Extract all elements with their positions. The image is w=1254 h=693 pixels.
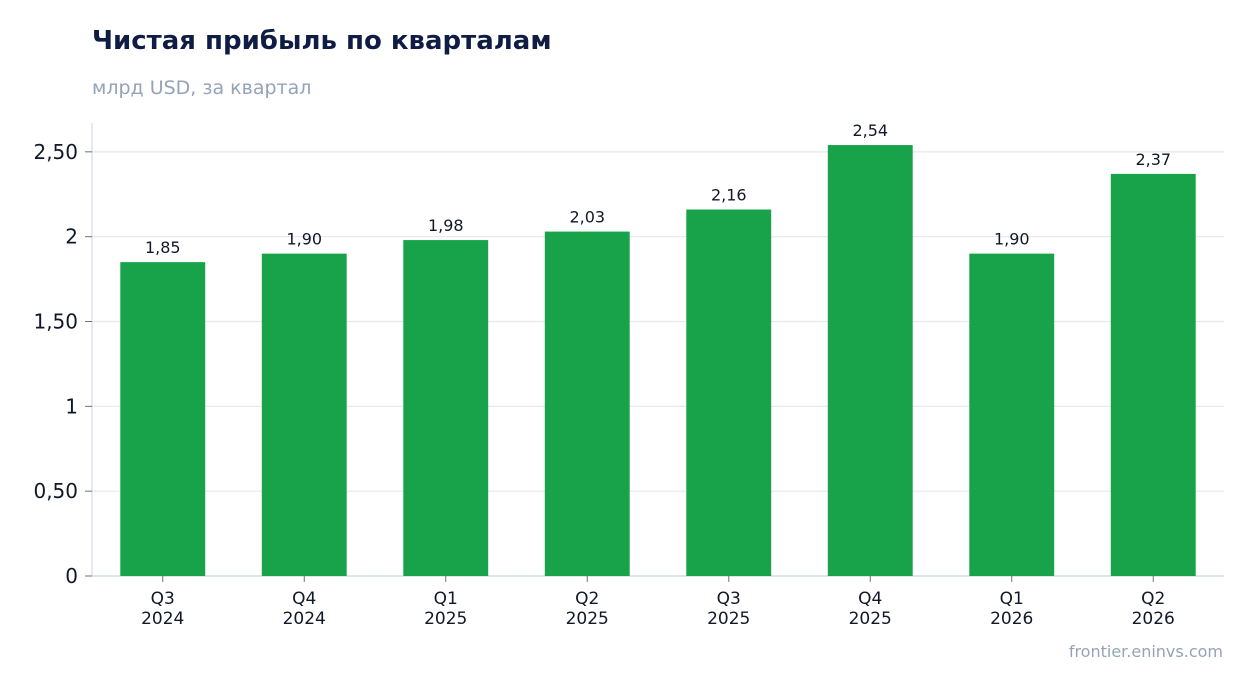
y-tick-label: 1 [65, 394, 78, 418]
bar-value-label: 2,16 [711, 186, 747, 205]
x-tick-label: 2026 [990, 609, 1033, 629]
x-tick-label: Q1 [1000, 589, 1024, 609]
x-tick-label: Q4 [292, 589, 316, 609]
bar [261, 253, 347, 576]
y-tick-label: 0,50 [33, 479, 78, 503]
x-tick-label: Q1 [434, 589, 458, 609]
data-labels: 1,85 1,90 1,98 2,03 2,16 2,54 1,90 2,37 [145, 121, 1171, 257]
chart-title: Чистая прибыль по кварталам [92, 26, 552, 56]
x-tick-label: 2025 [566, 609, 609, 629]
x-tick-label: 2025 [707, 609, 750, 629]
bar [827, 145, 913, 576]
y-tick-label: 2,50 [33, 140, 78, 164]
bars [120, 145, 1196, 577]
bar [1110, 173, 1196, 577]
x-tick-label: Q2 [1141, 589, 1165, 609]
bar-value-label: 2,54 [852, 121, 888, 140]
x-tick-label: 2024 [283, 609, 326, 629]
bar-value-label: 2,37 [1135, 150, 1171, 169]
x-tick-label: Q3 [717, 589, 741, 609]
x-tick-label: 2025 [424, 609, 467, 629]
bar-value-label: 1,90 [994, 230, 1030, 249]
y-tick-label: 1,50 [33, 310, 78, 334]
bar-value-label: 1,98 [428, 216, 464, 235]
x-tick-label: Q4 [858, 589, 882, 609]
x-tick-label: Q2 [575, 589, 599, 609]
bar-value-label: 2,03 [569, 208, 605, 227]
y-axis-ticks: 0 0,50 1 1,50 2 2,50 [33, 140, 92, 588]
bar-value-label: 1,85 [145, 238, 181, 257]
bar [544, 231, 630, 576]
bar [403, 240, 489, 576]
source-credit: frontier.eninvs.com [1068, 642, 1223, 661]
x-tick-label: Q3 [151, 589, 175, 609]
bar-value-label: 1,90 [286, 230, 322, 249]
bar [969, 253, 1055, 576]
chart-subtitle: млрд USD, за квартал [92, 77, 312, 99]
y-tick-label: 2 [65, 225, 78, 249]
bar [686, 209, 772, 577]
x-tick-label: 2026 [1132, 609, 1175, 629]
x-tick-label: 2025 [849, 609, 892, 629]
y-tick-label: 0 [65, 564, 78, 588]
bar [120, 262, 206, 576]
x-tick-label: 2024 [141, 609, 184, 629]
x-axis-ticks: Q32024Q42024Q12025Q22025Q32025Q42025Q120… [141, 576, 1175, 629]
